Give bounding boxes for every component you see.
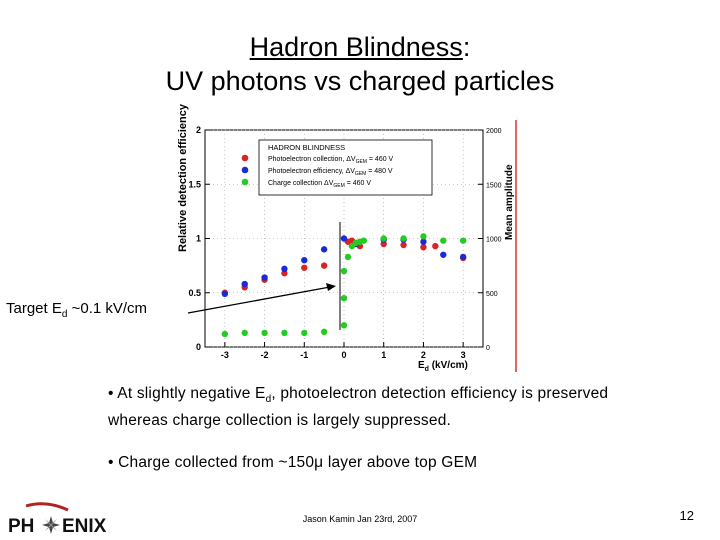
legend-entry: Photoelectron collection, ΔVGEM = 460 V (268, 156, 394, 165)
data-point (432, 242, 439, 250)
data-points (221, 233, 467, 338)
legend-entry: Photoelectron efficiency, ΔVGEM = 480 V (268, 168, 393, 177)
logo-text-left: PH (8, 516, 34, 536)
logo-text-right: ENIX (62, 516, 107, 536)
title-colon: : (462, 32, 471, 62)
data-point (221, 330, 229, 338)
target-arrowhead (326, 283, 336, 291)
bullet-1-suffix: , photoelectron detection efficiency is … (108, 385, 609, 430)
logo-star-icon (42, 516, 60, 534)
data-point (340, 294, 348, 302)
legend-marker (241, 154, 249, 162)
page-number: 12 (679, 508, 694, 523)
legend: HADRON BLINDNESS Photoelectron collection… (241, 143, 394, 189)
data-point (261, 329, 268, 337)
x-tick-label: 2 (421, 350, 426, 360)
data-point (420, 243, 427, 251)
data-point (459, 237, 467, 244)
y-axis-label-left: Relative detection efficiency (177, 103, 189, 252)
legend-entry: Charge collection ΔVGEM = 460 V (268, 180, 371, 189)
title-underlined: Hadron Blindness (249, 32, 463, 62)
footer-author-date: Jason Kamin Jan 23rd, 2007 (302, 514, 418, 524)
data-point (320, 328, 328, 336)
bullet-1-prefix: • At slightly negative E (108, 385, 266, 402)
y-tick-label-right: 1500 (486, 182, 502, 189)
x-tick-label: -3 (221, 350, 229, 360)
y-tick-label-left: 1 (196, 234, 201, 244)
x-tick-label: 0 (341, 350, 346, 360)
phenix-logo: PH ENIX (8, 502, 107, 536)
data-point (420, 233, 427, 240)
legend-box (258, 139, 433, 196)
y-tick-label-right: 500 (486, 291, 498, 298)
data-point (320, 262, 328, 269)
data-point (340, 322, 348, 329)
y-tick-label-left: 0.5 (188, 288, 201, 298)
data-point (221, 290, 229, 298)
y-tick-label-left: 2 (196, 125, 201, 135)
legend-title: HADRON BLINDNESS (268, 143, 345, 152)
target-note-suffix: ~0.1 kV/cm (67, 300, 148, 317)
y-axis-label-right: Mean amplitude (504, 164, 515, 240)
logo-swoosh (25, 502, 69, 512)
title-line-2: UV photons vs charged particles (165, 66, 555, 96)
data-point (261, 274, 268, 281)
target-note: Target Ed ~0.1 kV/cm (6, 300, 147, 320)
x-tick-label: 3 (461, 350, 466, 360)
slide-title: Hadron Blindness: UV photons vs charged … (0, 30, 720, 98)
legend-marker (241, 178, 249, 186)
y-tick-label-right: 2000 (486, 128, 502, 135)
target-arrow-line (187, 286, 331, 314)
bullet-2: • Charge collected from ~150μ layer abov… (108, 454, 478, 471)
x-tick-label: 1 (381, 350, 386, 360)
data-point (301, 257, 308, 264)
data-point (281, 329, 288, 337)
data-point (320, 246, 328, 253)
y-tick-label-left: 0 (196, 342, 201, 352)
data-point (440, 237, 447, 244)
data-point (241, 329, 248, 337)
data-point (301, 264, 308, 271)
data-point (400, 241, 407, 249)
data-point (459, 253, 467, 261)
axis-ticks: -3 -2 -1 0 1 2 3 0 0.5 1 1.5 2 0 500 1000 1500 2000 (188, 125, 501, 360)
data-point (241, 280, 248, 288)
data-point (340, 235, 348, 242)
y-tick-label-right: 0 (486, 345, 490, 352)
bullet-1: • At slightly negative Ed, photoelectron… (108, 383, 668, 431)
y-tick-label-right: 1000 (486, 237, 502, 244)
data-point (380, 235, 387, 242)
data-point (344, 253, 352, 261)
data-point (440, 251, 447, 258)
data-point (301, 329, 308, 337)
bullet-1-sub: d (265, 394, 272, 406)
data-point (400, 235, 407, 242)
x-axis-label: Ed (kV/cm) (418, 360, 468, 373)
data-point (360, 237, 368, 244)
target-note-sub: d (61, 309, 68, 320)
y-tick-label-left: 1.5 (188, 179, 201, 189)
x-tick-label: -2 (261, 350, 269, 360)
legend-marker (241, 166, 249, 174)
data-point (340, 267, 348, 275)
data-point (420, 238, 427, 245)
x-tick-label: -1 (300, 350, 308, 360)
data-point (281, 265, 288, 273)
target-note-prefix: Target E (6, 300, 62, 317)
